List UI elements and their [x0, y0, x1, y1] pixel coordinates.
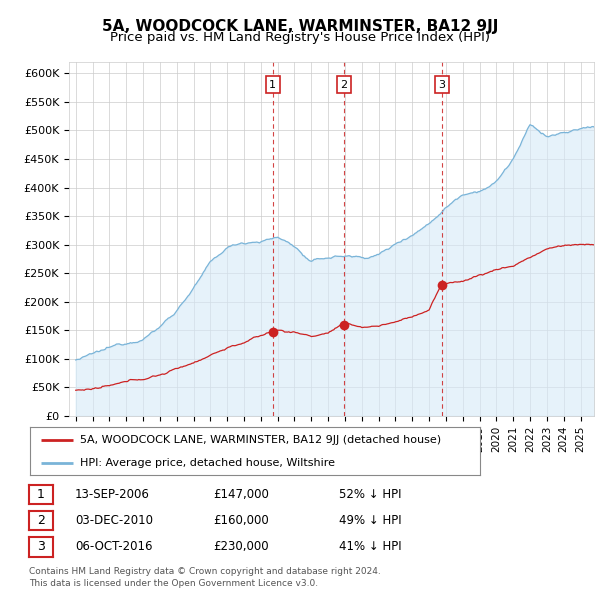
- Text: 1: 1: [37, 488, 45, 501]
- Text: 2: 2: [340, 80, 347, 90]
- Text: £230,000: £230,000: [213, 540, 269, 553]
- Text: 13-SEP-2006: 13-SEP-2006: [75, 488, 150, 501]
- Text: 5A, WOODCOCK LANE, WARMINSTER, BA12 9JJ (detached house): 5A, WOODCOCK LANE, WARMINSTER, BA12 9JJ …: [79, 435, 440, 445]
- Text: £160,000: £160,000: [213, 514, 269, 527]
- Text: 52% ↓ HPI: 52% ↓ HPI: [339, 488, 401, 501]
- Text: Price paid vs. HM Land Registry's House Price Index (HPI): Price paid vs. HM Land Registry's House …: [110, 31, 490, 44]
- Text: Contains HM Land Registry data © Crown copyright and database right 2024.
This d: Contains HM Land Registry data © Crown c…: [29, 568, 380, 588]
- Text: 41% ↓ HPI: 41% ↓ HPI: [339, 540, 401, 553]
- Text: 5A, WOODCOCK LANE, WARMINSTER, BA12 9JJ: 5A, WOODCOCK LANE, WARMINSTER, BA12 9JJ: [102, 19, 498, 34]
- Text: 06-OCT-2016: 06-OCT-2016: [75, 540, 152, 553]
- Text: 2: 2: [37, 514, 45, 527]
- Text: 49% ↓ HPI: 49% ↓ HPI: [339, 514, 401, 527]
- Text: HPI: Average price, detached house, Wiltshire: HPI: Average price, detached house, Wilt…: [79, 458, 335, 468]
- Text: £147,000: £147,000: [213, 488, 269, 501]
- Text: 03-DEC-2010: 03-DEC-2010: [75, 514, 153, 527]
- Text: 3: 3: [439, 80, 445, 90]
- Text: 3: 3: [37, 540, 45, 553]
- Text: 1: 1: [269, 80, 276, 90]
